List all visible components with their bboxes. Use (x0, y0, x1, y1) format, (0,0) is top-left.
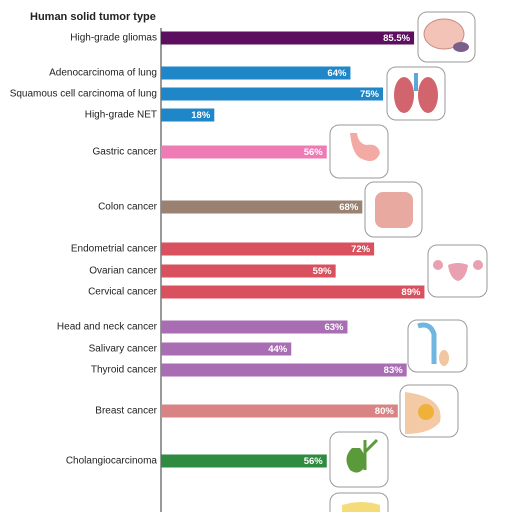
value-label: 64% (327, 68, 347, 79)
category-label: Cervical cancer (88, 287, 158, 298)
category-label: Cholangiocarcinoma (66, 456, 158, 467)
bar (161, 31, 415, 45)
bar (161, 145, 327, 159)
value-label: 68% (339, 202, 359, 213)
bar (161, 108, 215, 122)
organ-icons (329, 11, 488, 512)
value-label: 63% (324, 322, 344, 333)
bar (161, 454, 327, 468)
value-label: 56% (304, 147, 324, 158)
bar (161, 66, 351, 80)
value-label: 44% (268, 344, 288, 355)
bar (161, 363, 407, 377)
bar (161, 200, 363, 214)
category-label: Ovarian cancer (89, 266, 157, 277)
category-label: Endometrial cancer (71, 244, 158, 255)
bar (161, 404, 398, 418)
value-label: 59% (313, 266, 333, 277)
category-label: Colon cancer (98, 202, 158, 213)
category-label: Adenocarcinoma of lung (49, 68, 157, 79)
category-label: Head and neck cancer (57, 322, 158, 333)
value-label: 80% (375, 406, 395, 417)
bar (161, 87, 383, 101)
category-label: High-grade NET (85, 110, 157, 121)
value-label: 89% (401, 287, 421, 298)
category-label: Squamous cell carcinoma of lung (10, 89, 157, 100)
bar (161, 242, 375, 256)
value-label: 75% (360, 89, 380, 100)
category-label: Breast cancer (95, 406, 157, 417)
chart-title: Human solid tumor type (30, 11, 156, 23)
bar (161, 342, 292, 356)
value-label: 83% (384, 365, 404, 376)
bar (161, 285, 425, 299)
value-label: 18% (191, 110, 211, 121)
bar (161, 264, 336, 278)
value-label: 85.5% (383, 33, 410, 44)
category-label: Thyroid cancer (91, 365, 158, 376)
category-label: High-grade gliomas (70, 33, 157, 44)
value-label: 56% (304, 456, 324, 467)
value-label: 72% (351, 244, 371, 255)
category-label: Salivary cancer (89, 344, 158, 355)
bar (161, 320, 348, 334)
category-label: Gastric cancer (93, 147, 158, 158)
